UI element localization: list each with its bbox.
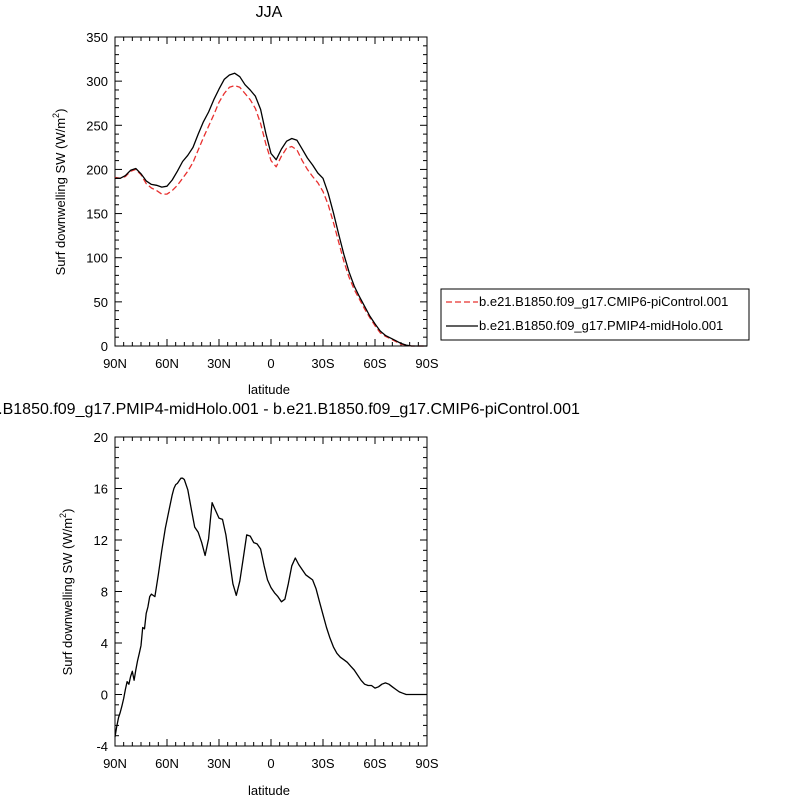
top-y-tick-label: 150 — [86, 207, 108, 222]
legend: b.e21.B1850.f09_g17.CMIP6-piControl.001 … — [440, 288, 750, 341]
bottom-series-line-0 — [114, 477, 427, 738]
top-x-tick-label: 60N — [155, 356, 179, 371]
top-x-tick-label: 90N — [103, 356, 127, 371]
top-y-tick-label: 50 — [94, 295, 108, 310]
top-series-line-1 — [115, 72, 427, 347]
bottom-plot-area: 90N 60N 30N 0 30S 60S 90S -4 0 4 8 12 16 20 — [94, 430, 439, 771]
bottom-x-tick-label: 30N — [207, 756, 231, 771]
top-y-tick-label: 100 — [86, 251, 108, 266]
bottom-y-tick-label: 0 — [101, 688, 108, 703]
top-y-tick-label: 250 — [86, 118, 108, 133]
bottom-y-tick-label: 20 — [94, 430, 108, 445]
top-plot-frame — [114, 36, 428, 347]
bottom-x-tick-label: 90N — [103, 756, 127, 771]
bottom-x-tick-label: 30S — [311, 756, 334, 771]
bottom-y-tick-label: 16 — [94, 482, 108, 497]
top-y-axis-label: Surf downwelling SW (W/m2) — [51, 109, 68, 276]
bottom-x-tick-label: 0 — [267, 756, 274, 771]
bottom-y-tick-label: 12 — [94, 533, 108, 548]
top-chart-title: JJA — [256, 4, 283, 21]
bottom-x-axis-label: latitude — [248, 783, 290, 798]
bottom-x-tick-label: 90S — [415, 756, 438, 771]
bottom-y-tick-label: -4 — [96, 739, 108, 754]
top-x-tick-label: 30N — [207, 356, 231, 371]
bottom-y-tick-label: 8 — [101, 585, 108, 600]
legend-box — [440, 288, 750, 341]
top-y-tick-label: 300 — [86, 74, 108, 89]
bottom-chart-title: b.e21.B1850.f09_g17.PMIP4-midHolo.001 - … — [0, 401, 580, 418]
top-series-line-0 — [114, 84, 427, 347]
top-x-tick-label: 60S — [363, 356, 386, 371]
top-y-tick-label: 350 — [86, 30, 108, 45]
legend-label-midholo: b.e21.B1850.f09_g17.PMIP4-midHolo.001 — [479, 318, 723, 333]
top-x-tick-label: 90S — [415, 356, 438, 371]
top-x-axis-label: latitude — [248, 382, 290, 397]
top-y-tick-label: 0 — [101, 339, 108, 354]
legend-label-picontrol: b.e21.B1850.f09_g17.CMIP6-piControl.001 — [479, 294, 728, 309]
top-panel: JJA 90N 60N 30N 0 30S 60S 90S 0 50 100 150 200 250 30… — [51, 4, 750, 397]
top-plot-area: 90N 60N 30N 0 30S 60S 90S 0 50 100 150 200 250 300 350 — [86, 30, 439, 371]
bottom-x-tick-label: 60N — [155, 756, 179, 771]
top-x-tick-label: 30S — [311, 356, 334, 371]
top-x-tick-label: 0 — [267, 356, 274, 371]
top-y-tick-label: 200 — [86, 162, 108, 177]
bottom-plot-frame — [114, 436, 428, 747]
bottom-y-axis-label: Surf downwelling SW (W/m2) — [58, 509, 75, 676]
bottom-panel: b.e21.B1850.f09_g17.PMIP4-midHolo.001 - … — [0, 401, 580, 798]
bottom-y-tick-label: 4 — [101, 636, 108, 651]
bottom-x-tick-label: 60S — [363, 756, 386, 771]
